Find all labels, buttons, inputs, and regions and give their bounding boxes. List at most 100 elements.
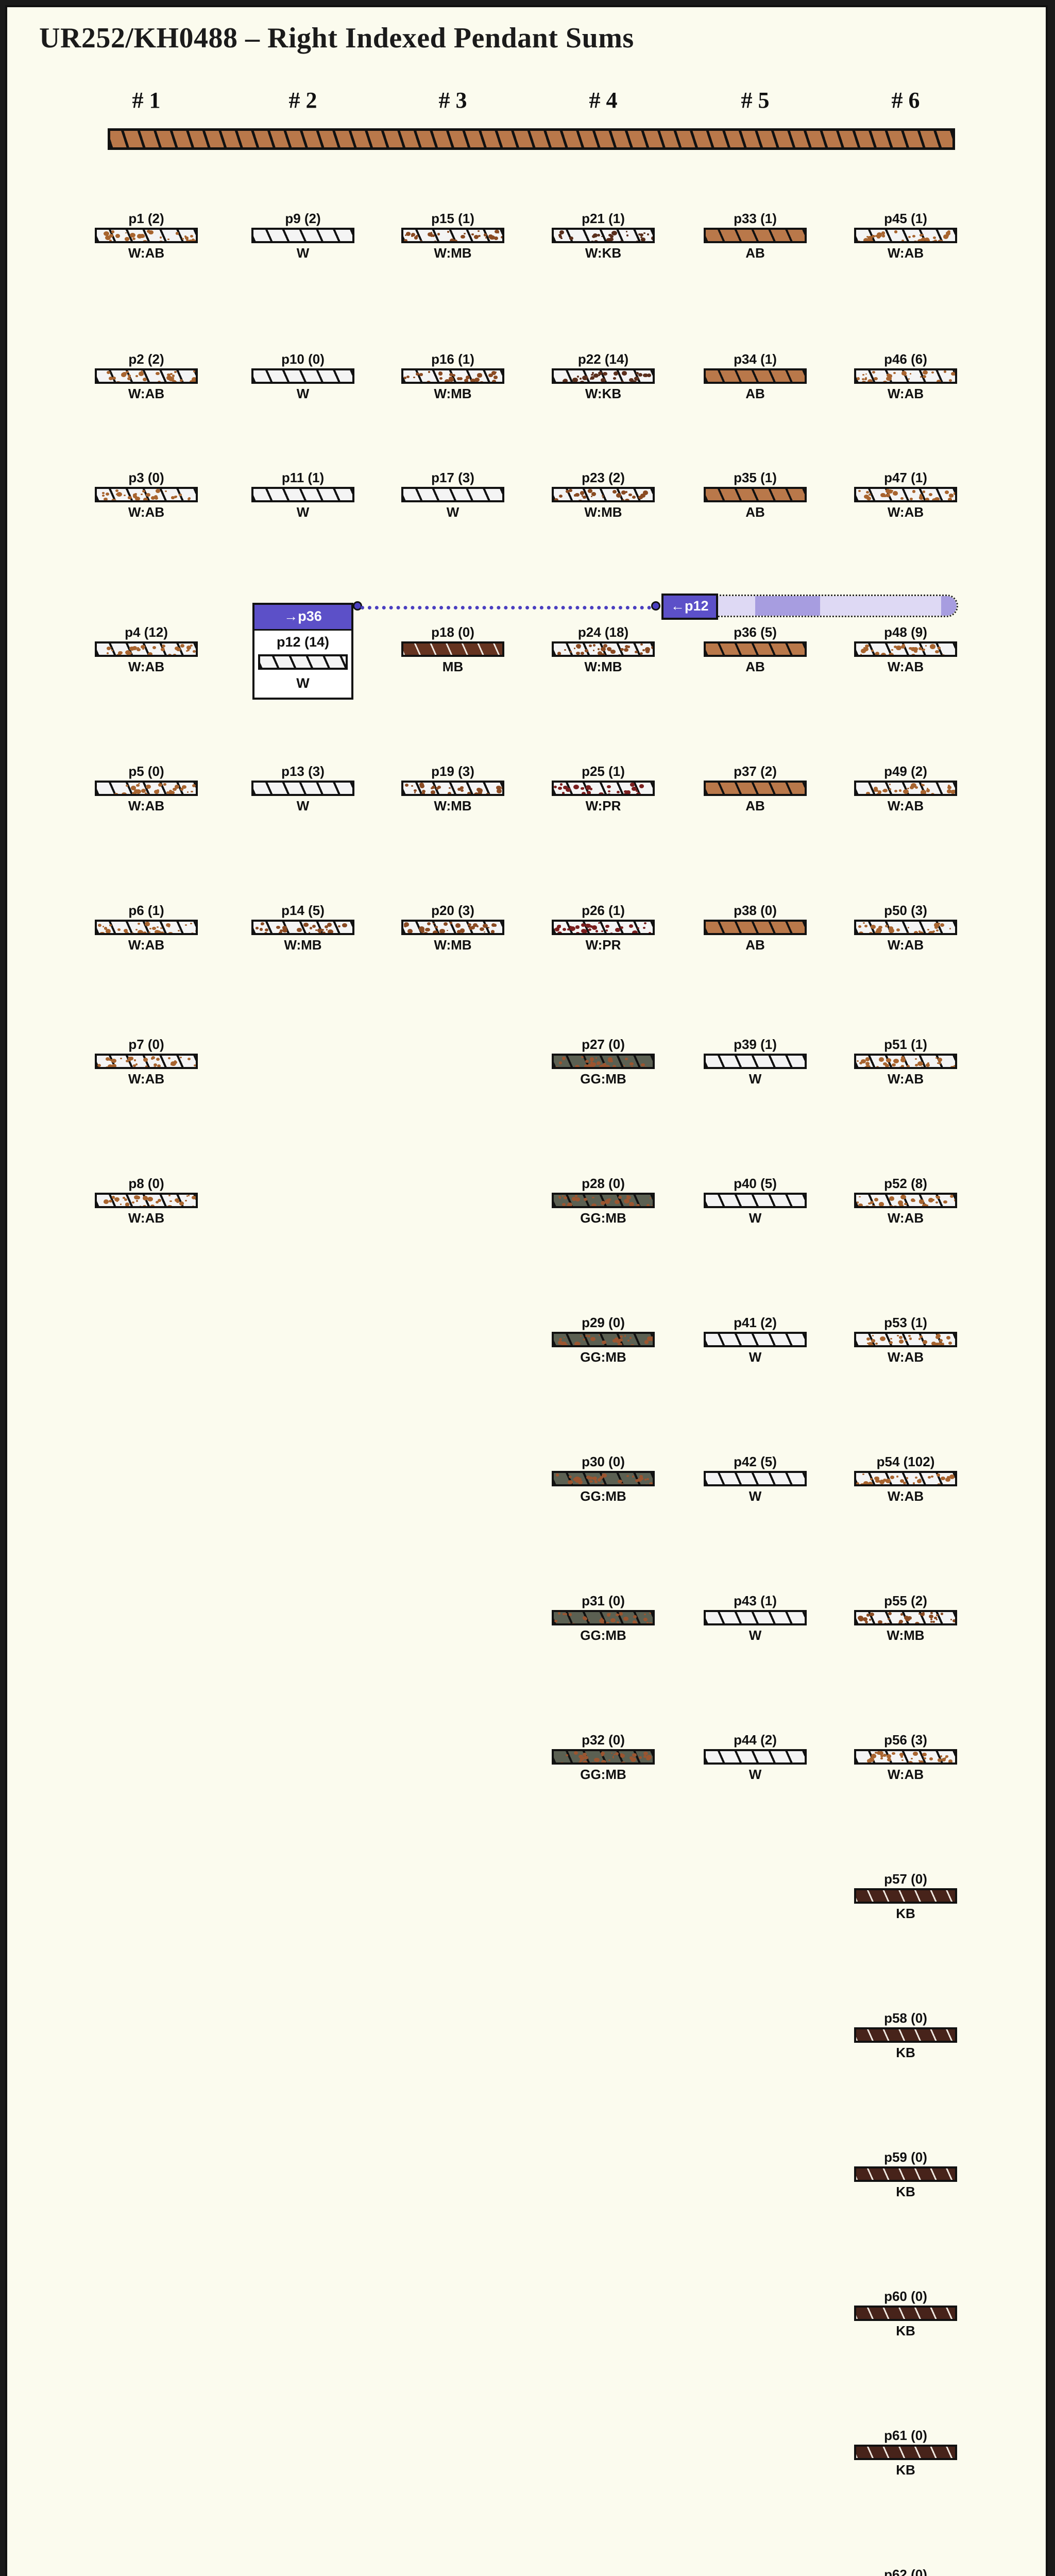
pendant-p54[interactable]: p54 (102) W:AB [821,1455,991,1503]
pendant-p9[interactable]: p9 (2) W [218,212,388,260]
pendant-p26[interactable]: p26 (1) W:PR [518,904,688,952]
primary-cord[interactable] [108,128,955,150]
cord-speckle [859,931,864,933]
cord-speckle [142,377,147,381]
pendant-p29[interactable]: p29 (0) GG:MB [518,1316,688,1364]
cord-speckle [328,929,334,933]
pendant-p42[interactable]: p42 (5) W [670,1455,840,1503]
pendant-p51[interactable]: p51 (1) W:AB [821,1038,991,1086]
pendant-p16[interactable]: p16 (1) W:MB [368,352,538,400]
pendant-p8[interactable]: p8 (0) W:AB [61,1177,231,1225]
pendant-p30[interactable]: p30 (0) GG:MB [518,1455,688,1503]
cord-speckle [123,1197,125,1199]
pendant-p38[interactable]: p38 (0) AB [670,904,840,952]
pendant-p33[interactable]: p33 (1) AB [670,212,840,260]
cord-speckle [947,230,951,233]
pendant-p32[interactable]: p32 (0) GG:MB [518,1733,688,1781]
pendant-p20[interactable]: p20 (3) W:MB [368,904,538,952]
pendant-p24[interactable]: p24 (18) W:MB [518,625,688,673]
pendant-p48[interactable]: p48 (9) W:AB [821,625,991,673]
link-target-badge[interactable]: ←p12 [661,594,718,620]
pendant-p62[interactable]: p62 (0)KB [821,2568,991,2576]
pendant-p4[interactable]: p4 (12) W:AB [61,625,231,673]
pendant-p3[interactable]: p3 (0) W:AB [61,471,231,519]
pendant-p14[interactable]: p14 (5) W:MB [218,904,388,952]
pendant-p34[interactable]: p34 (1) AB [670,352,840,400]
cord-speckle [871,650,874,652]
cord-speckle [171,496,175,499]
pendant-color-label: W [748,1767,762,1782]
cord-speckle [925,1063,930,1067]
cord-speckle [868,493,871,496]
pendant-p22[interactable]: p22 (14) W:KB [518,352,688,400]
pendant-p57[interactable]: p57 (0) KB [821,1872,991,1920]
selection-range-bar[interactable] [705,595,958,617]
pendant-p19[interactable]: p19 (3) W:MB [368,765,538,812]
pendant-p60[interactable]: p60 (0) KB [821,2290,991,2337]
pendant-p36[interactable]: p36 (5) AB [670,625,840,673]
cord-speckle [457,787,462,791]
cord-speckle [432,930,438,933]
pendant-p7[interactable]: p7 (0) W:AB [61,1038,231,1086]
cord-speckle [930,1612,933,1614]
cord-speckle [125,650,131,655]
cord-speckle [581,928,587,933]
pendant-color-label: GG:MB [580,1767,626,1782]
pendant-p53[interactable]: p53 (1) W:AB [821,1316,991,1364]
cord-speckle [588,928,592,931]
pendant-p44[interactable]: p44 (2) W [670,1733,840,1781]
pendant-p52[interactable]: p52 (8) W:AB [821,1177,991,1225]
pendant-p1[interactable]: p1 (2) W:AB [61,212,231,260]
cord-speckle [111,649,114,652]
pendant-p10[interactable]: p10 (0) W [218,352,388,400]
pendant-p18[interactable]: p18 (0) MB [368,625,538,673]
pendant-p50[interactable]: p50 (3) W:AB [821,904,991,952]
pendant-p37[interactable]: p37 (2) AB [670,765,840,812]
cord-speckle [625,498,629,500]
pendant-p21[interactable]: p21 (1) W:KB [518,212,688,260]
pendant-p61[interactable]: p61 (0) KB [821,2429,991,2477]
pendant-p45[interactable]: p45 (1) W:AB [821,212,991,260]
pendant-p49[interactable]: p49 (2) W:AB [821,765,991,812]
cord-speckle [174,1060,176,1062]
cord-speckle [876,235,879,237]
pendant-p25[interactable]: p25 (1) W:PR [518,765,688,812]
pendant-p55[interactable]: p55 (2) W:MB [821,1594,991,1642]
pendant-p39[interactable]: p39 (1) W [670,1038,840,1086]
pendant-p31[interactable]: p31 (0) GG:MB [518,1594,688,1642]
pendant-p5[interactable]: p5 (0) W:AB [61,765,231,812]
selected-pendant-p12[interactable]: →p36 p12 (14) W [252,603,353,700]
cord-speckle [282,928,287,933]
pendant-label: p62 (0) [884,2567,927,2576]
pendant-p11[interactable]: p11 (1) W [218,471,388,519]
pendant-label: p25 (1) [582,764,625,779]
pendant-p41[interactable]: p41 (2) W [670,1316,840,1364]
pendant-p35[interactable]: p35 (1) AB [670,471,840,519]
cord-swatch [704,1332,807,1347]
pendant-p27[interactable]: p27 (0) GG:MB [518,1038,688,1086]
cord-speckle [122,372,127,376]
cord-swatch [854,1193,957,1208]
pendant-label: p18 (0) [431,624,474,640]
pendant-p6[interactable]: p6 (1) W:AB [61,904,231,952]
cord-speckle [591,496,593,497]
pendant-p28[interactable]: p28 (0) GG:MB [518,1177,688,1225]
pendant-p40[interactable]: p40 (5) W [670,1177,840,1225]
cord-speckle [937,1483,941,1484]
pendant-p59[interactable]: p59 (0) KB [821,2150,991,2198]
pendant-p23[interactable]: p23 (2) W:MB [518,471,688,519]
pendant-p47[interactable]: p47 (1) W:AB [821,471,991,519]
cord-speckle [256,927,259,929]
pendant-p46[interactable]: p46 (6) W:AB [821,352,991,400]
pendant-p15[interactable]: p15 (1) W:MB [368,212,538,260]
pendant-p58[interactable]: p58 (0) KB [821,2011,991,2059]
cord-speckle [558,786,562,790]
pendant-p13[interactable]: p13 (3) W [218,765,388,812]
pendant-p43[interactable]: p43 (1) W [670,1594,840,1642]
pendant-label: p1 (2) [128,211,164,226]
pendant-p2[interactable]: p2 (2) W:AB [61,352,231,400]
pendant-p17[interactable]: p17 (3) W [368,471,538,519]
pendant-p56[interactable]: p56 (3) W:AB [821,1733,991,1781]
cord-speckle [874,377,878,380]
link-source-badge[interactable]: →p36 [254,605,351,631]
